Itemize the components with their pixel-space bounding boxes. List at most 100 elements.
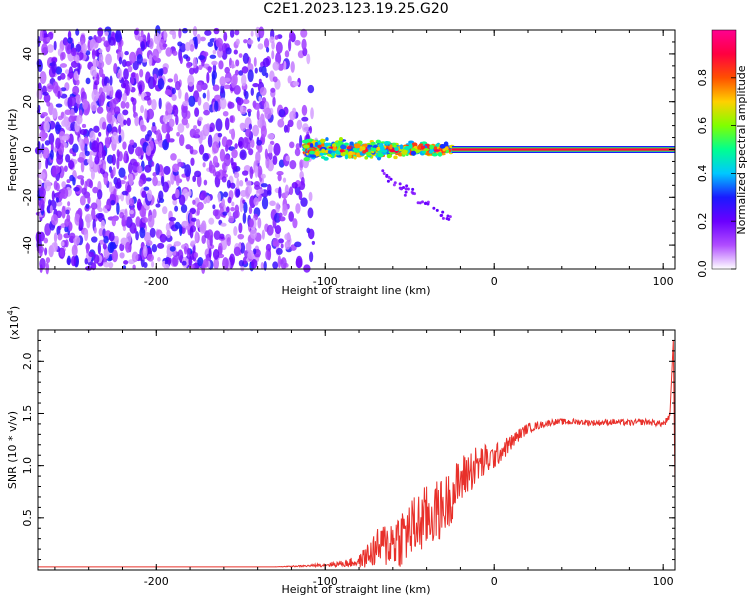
spectrogram-x-tick-label: 0 — [491, 275, 498, 288]
spectrogram-cell — [116, 202, 120, 214]
spectrogram-cell — [224, 78, 231, 82]
spectrogram-cell — [299, 191, 303, 200]
spectrogram-cell — [228, 102, 235, 109]
spectrogram-cell — [129, 198, 134, 206]
spectrogram-cell — [215, 171, 221, 177]
spectrogram-cell — [248, 69, 254, 82]
spectrogram-cell — [194, 36, 197, 48]
spectrogram-cell — [242, 66, 249, 74]
spectrogram-cell — [56, 154, 63, 164]
spectrogram-cell — [277, 119, 284, 128]
spectrogram-cell — [61, 136, 68, 141]
spectrogram-cell — [68, 115, 75, 122]
spectrogram-cell — [64, 109, 71, 115]
spectrogram-cell — [190, 44, 195, 52]
spectrogram-cell — [153, 79, 156, 87]
spectrogram-cell — [231, 60, 234, 68]
spectrogram-cell — [247, 39, 253, 45]
spectrogram-cell — [227, 180, 231, 189]
spectrogram-cell — [264, 38, 269, 48]
spectrogram-cell — [80, 129, 87, 135]
spectrogram-cell — [198, 96, 202, 105]
spectrogram-cell — [301, 39, 306, 51]
spectrogram-cell — [73, 187, 80, 192]
spectrogram-cell — [179, 134, 184, 146]
spectrogram-cell — [179, 194, 185, 205]
spectrogram-cell — [105, 205, 110, 209]
spectrogram-cell — [209, 248, 212, 258]
spectrogram-cell — [241, 74, 246, 86]
spectrogram-cell — [157, 243, 164, 249]
spectrogram-cell — [152, 244, 157, 252]
spectrogram-cell — [90, 66, 96, 76]
spectrogram-cell — [128, 162, 133, 173]
spectrogram-cell — [307, 85, 314, 93]
spectrogram-cell — [270, 88, 275, 93]
spectrogram-cell — [119, 252, 124, 258]
spectrogram-cell — [129, 52, 136, 64]
spectrogram-cell — [112, 218, 116, 227]
spectrogram-cell — [98, 243, 101, 255]
spectrogram-cell — [255, 68, 258, 74]
spectrogram-cell — [218, 60, 223, 69]
spectrogram-cell — [77, 175, 84, 179]
spectrogram-cell — [60, 63, 67, 68]
spectrogram-cell — [54, 41, 57, 51]
spectrogram-cell — [285, 50, 289, 57]
spectrogram-cell — [235, 204, 239, 213]
spectrogram-cell — [258, 27, 264, 39]
spectrogram-cell — [140, 125, 146, 132]
spectrogram-cell — [90, 39, 97, 51]
spectrogram-cell — [299, 135, 302, 148]
spectrogram-cell — [227, 237, 231, 246]
spectrogram-cell — [104, 31, 108, 36]
spectrogram-cell — [80, 196, 86, 206]
spectrogram-cell — [61, 187, 68, 199]
spectrogram-cell — [152, 122, 155, 126]
spectrogram-cell — [146, 177, 152, 181]
spectrogram-cell — [47, 44, 54, 53]
spectrogram-cell — [96, 213, 103, 219]
spectrogram-cell — [166, 133, 170, 143]
spectrogram-cell — [236, 178, 239, 190]
spectrogram-cell — [165, 47, 172, 57]
spectrogram-cell — [46, 37, 50, 43]
spectrogram-cell — [61, 52, 65, 60]
spectrogram-cell — [249, 206, 252, 214]
spectrogram-cell — [261, 125, 267, 138]
spectrogram-cell — [66, 214, 70, 222]
spectrogram-cell — [143, 245, 148, 257]
spectrogram-y-tick-label: 40 — [21, 47, 34, 61]
spectrogram-cell — [110, 200, 115, 206]
spectrogram-cell — [67, 201, 70, 206]
spectrogram-cell — [193, 26, 197, 36]
spectrogram-cell — [137, 165, 143, 173]
spectrogram-cell — [253, 197, 258, 206]
spectrogram-cell — [273, 76, 278, 82]
spectrogram-cell — [225, 117, 230, 130]
spectrogram-cell — [235, 189, 240, 197]
spectrogram-cell — [239, 53, 243, 58]
spectrogram-cell — [115, 30, 122, 43]
spectrogram-cell — [281, 257, 287, 270]
spectrogram-cell — [144, 165, 151, 173]
colorbar-tick-label: 0.2 — [696, 212, 709, 230]
spectrogram-cell — [46, 257, 50, 263]
spectrogram-cell — [128, 66, 133, 72]
spectrogram-cell — [48, 85, 55, 89]
spectrogram-cell — [131, 97, 135, 102]
spectrogram-cell — [251, 88, 254, 96]
spectrogram-cell — [51, 61, 57, 74]
spectrogram-cell — [223, 192, 228, 198]
spectrogram-cell — [255, 165, 259, 177]
spectrogram-cell — [284, 233, 291, 240]
spectrogram-cell — [195, 231, 198, 243]
spectrogram-cell — [302, 140, 308, 143]
spectrogram-cell — [117, 178, 122, 188]
spectrogram-cell — [208, 66, 212, 73]
spectrogram-cell — [139, 227, 145, 238]
spectrogram-cell — [92, 49, 96, 59]
spectrogram-cell — [223, 111, 229, 116]
spectrogram-cell — [417, 201, 420, 204]
spectrogram-cell — [91, 202, 98, 209]
